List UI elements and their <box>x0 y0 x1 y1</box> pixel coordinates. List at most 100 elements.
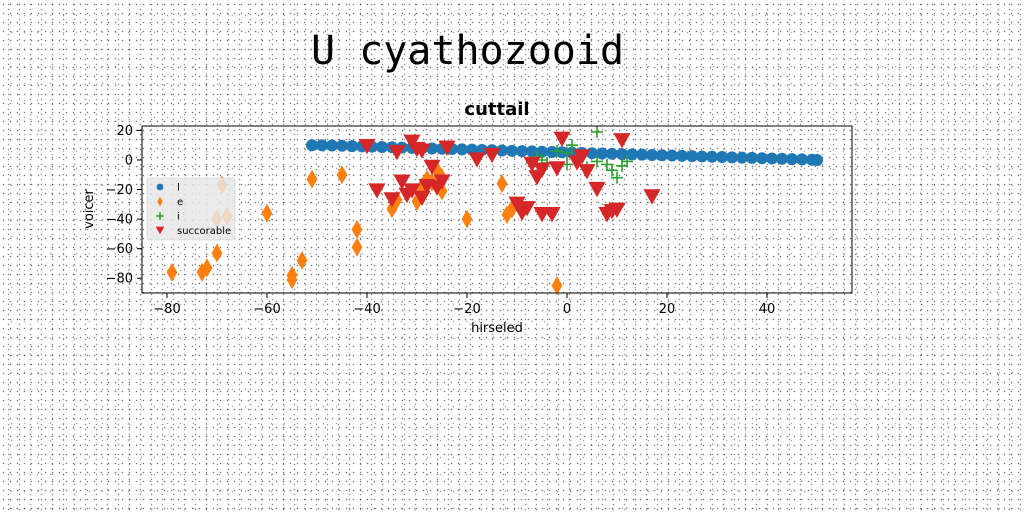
series-1-point-44 <box>736 151 748 164</box>
series-1-point-36 <box>656 149 668 162</box>
series-1-point-35 <box>646 148 658 161</box>
legend-label-3: i <box>177 212 180 223</box>
y-axis-label: voicer <box>82 188 97 228</box>
series-2-point-14 <box>351 220 363 239</box>
series-3-point-8 <box>566 139 578 152</box>
series-1-point-47 <box>766 152 778 165</box>
series-2-point-24 <box>436 181 448 201</box>
series-4-point-7 <box>403 183 421 199</box>
series-1-point-41 <box>706 150 718 163</box>
legend-marker-1 <box>156 183 164 191</box>
y-axis: 20 0 −20 −40 −60 −80 <box>106 124 142 287</box>
series-1-point-25 <box>546 146 558 159</box>
series-4-point-27 <box>548 161 566 177</box>
series-1-point-30 <box>596 147 608 160</box>
series-1-point-42 <box>716 151 728 164</box>
series-1-point-22 <box>516 145 528 158</box>
series-3-point-14 <box>611 171 623 184</box>
legend-label-1: l <box>177 183 180 194</box>
series-2-point-30 <box>551 276 563 296</box>
y-tick-label--60: −60 <box>106 242 133 257</box>
series-1-point-21 <box>506 144 518 157</box>
legend-label-4: succorable <box>177 226 231 237</box>
series-3-point-6 <box>561 146 573 159</box>
page-title: U cyathozooid <box>310 28 625 74</box>
series-2-point-18 <box>411 191 423 211</box>
series-1-point-34 <box>636 148 648 161</box>
y-tick-label-0: 0 <box>125 153 133 168</box>
series-1-point-46 <box>756 152 768 165</box>
series-2-point-10 <box>286 265 298 285</box>
series-1-point-8 <box>376 140 388 153</box>
x-tick-label--20: −20 <box>453 302 480 317</box>
series-2-point-3 <box>201 258 213 278</box>
series-4-point-35 <box>608 202 626 218</box>
series-3-point-11 <box>591 155 603 168</box>
series-4-point-21 <box>518 201 536 217</box>
series-1-point-16 <box>456 143 468 156</box>
x-tick-label--80: −80 <box>153 302 180 317</box>
legend-marker-4 <box>155 226 165 235</box>
series-2-point-23 <box>431 160 443 180</box>
series-1-point-33 <box>626 148 638 161</box>
series-4-point-28 <box>553 131 571 147</box>
series-3-point-16 <box>621 155 633 168</box>
series-4-point-2 <box>368 183 386 199</box>
series-4-point-17 <box>468 152 486 168</box>
series-2-point-17 <box>391 190 403 210</box>
series-3-point-13 <box>606 164 618 177</box>
y-tick-label-20: 20 <box>116 124 133 139</box>
plot-marks <box>166 125 823 296</box>
series-2-point-11 <box>296 251 308 270</box>
x-axis: −80 −60 −40 −20 0 20 40 <box>153 293 775 317</box>
series-1-point-38 <box>676 149 688 162</box>
x-tick-label-20: 20 <box>659 302 676 317</box>
series-4-point-26 <box>543 207 561 223</box>
series-3-point-12 <box>601 158 613 171</box>
series-4-point-1 <box>358 139 376 155</box>
y-tick-label--20: −20 <box>106 183 133 198</box>
series-1-point-24 <box>536 145 548 158</box>
series-4-point-16 <box>438 140 456 156</box>
series-1-point-37 <box>666 149 678 162</box>
x-tick-label--60: −60 <box>253 302 280 317</box>
series-1-point-52 <box>811 153 823 166</box>
x-axis-label: hirseled <box>471 321 523 336</box>
series-2-point-12 <box>306 169 318 189</box>
series-4-point-30 <box>573 149 591 165</box>
series-4-point-37 <box>643 189 661 205</box>
series-4-point-18 <box>483 147 501 164</box>
x-tick-label-0: 0 <box>563 302 571 317</box>
series-4-point-4 <box>388 144 406 161</box>
series-1-point-2 <box>316 139 328 152</box>
series-2-point-8 <box>261 203 273 223</box>
series-1-point-3 <box>326 139 338 152</box>
series-1-point-39 <box>686 150 698 163</box>
series-4-point-19 <box>508 196 526 212</box>
x-tick-label-40: 40 <box>759 302 776 317</box>
x-tick-label--40: −40 <box>353 302 380 317</box>
series-1-point-43 <box>726 151 738 164</box>
series-4-point-32 <box>588 181 606 198</box>
series-1-point-4 <box>336 139 348 152</box>
series-1-point-31 <box>606 147 618 160</box>
series-4-point-5 <box>393 174 411 190</box>
series-4-point-10 <box>413 143 431 159</box>
legend-label-2: e <box>177 197 183 208</box>
plot-frame <box>141 125 853 294</box>
series-2-point-16 <box>386 199 398 219</box>
series-4-point-36 <box>613 133 631 149</box>
legend: lei succorable <box>146 177 236 241</box>
legend-marker-3 <box>156 212 164 220</box>
series-1-point-49 <box>786 153 798 166</box>
series-4-point-15 <box>433 174 451 190</box>
series-3-point-5 <box>551 145 563 158</box>
series-4-point-25 <box>533 162 551 178</box>
legend-box <box>146 177 236 241</box>
chart-title: cuttail <box>464 99 529 120</box>
series-2-point-13 <box>336 165 348 185</box>
series-1-point-5 <box>346 140 358 153</box>
series-1-point-45 <box>746 151 758 164</box>
series-2-point-27 <box>496 174 508 194</box>
y-tick-label--80: −80 <box>106 272 133 287</box>
